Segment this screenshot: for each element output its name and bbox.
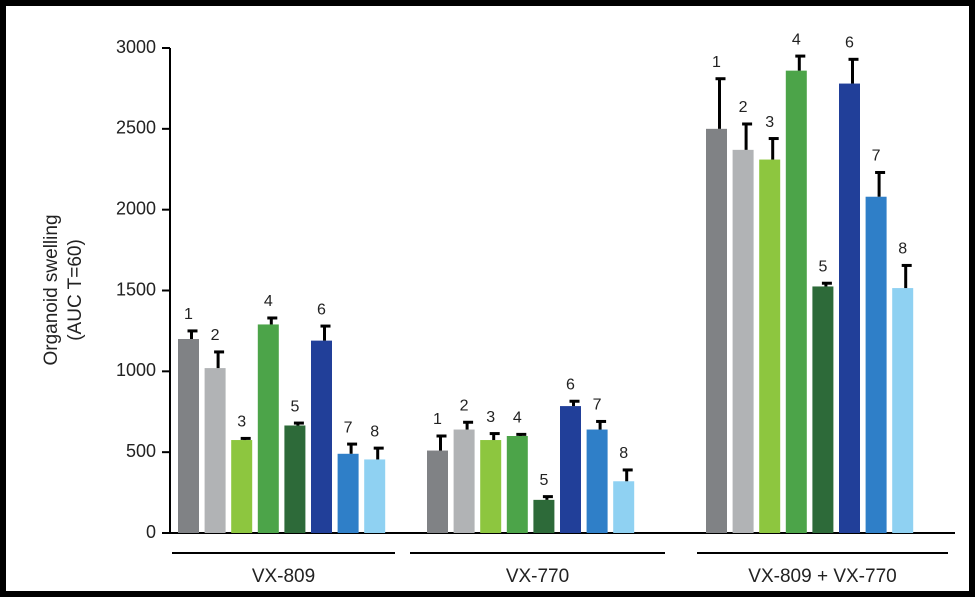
bar xyxy=(732,149,754,533)
y-tick-label: 3000 xyxy=(116,37,156,57)
bar-label: 6 xyxy=(317,301,326,318)
y-tick-label: 500 xyxy=(126,441,156,461)
bar-label: 8 xyxy=(898,241,907,258)
bar xyxy=(613,481,635,533)
bar-label: 7 xyxy=(593,397,602,414)
bar xyxy=(506,436,528,533)
y-tick-label: 0 xyxy=(146,522,156,542)
bar xyxy=(204,368,226,533)
bar xyxy=(337,453,359,533)
bar-label: 5 xyxy=(539,472,548,489)
bar xyxy=(586,429,608,533)
bar-label: 7 xyxy=(872,148,881,165)
y-tick-label: 1500 xyxy=(116,279,156,299)
bar-label: 5 xyxy=(290,398,299,415)
bar-label: 4 xyxy=(264,293,273,310)
bar xyxy=(759,159,781,534)
bar-label: 2 xyxy=(739,99,748,116)
bar-label: 7 xyxy=(344,419,353,436)
bar-label: 2 xyxy=(211,327,220,344)
bar xyxy=(533,499,555,533)
x-tick-label: VX-770 xyxy=(506,566,569,587)
y-tick-label: 1000 xyxy=(116,360,156,380)
y-tick-label: 2500 xyxy=(116,118,156,138)
bar xyxy=(284,425,306,533)
bar-label: 3 xyxy=(486,409,495,426)
bar-label: 3 xyxy=(237,414,246,431)
bar-label: 8 xyxy=(619,445,628,462)
bar xyxy=(311,340,332,533)
x-tick-label: VX-809 xyxy=(252,566,315,587)
bar-label: 2 xyxy=(460,397,469,414)
bar xyxy=(706,128,727,534)
bar xyxy=(231,440,253,533)
bar xyxy=(480,440,502,533)
y-axis-title: Organoid swelling (AUC T=60) xyxy=(41,214,86,365)
bar-label: 1 xyxy=(184,306,193,323)
bar xyxy=(257,324,279,533)
bar xyxy=(892,288,914,533)
bar-label: 3 xyxy=(765,114,774,131)
x-tick-label: VX-809 + VX-770 xyxy=(748,566,896,587)
bar xyxy=(364,459,386,533)
bar-label: 6 xyxy=(566,376,575,393)
y-label-line: (AUC T=60) xyxy=(65,239,86,341)
bar-label: 1 xyxy=(433,411,442,428)
bar-label: 1 xyxy=(712,54,721,71)
bar-label: 8 xyxy=(370,423,379,440)
bar-label: 4 xyxy=(513,410,522,427)
bar xyxy=(178,339,199,533)
y-tick-label: 2000 xyxy=(116,198,156,218)
y-label-line: Organoid swelling xyxy=(41,214,62,365)
bar xyxy=(560,406,581,533)
bar-label: 4 xyxy=(792,31,801,48)
bar xyxy=(839,83,860,534)
bar xyxy=(427,450,448,533)
bar xyxy=(812,286,834,533)
bar xyxy=(785,70,807,533)
bar-label: 6 xyxy=(845,35,854,52)
bar-label: 5 xyxy=(818,258,827,275)
bar xyxy=(865,196,887,533)
bar xyxy=(453,429,475,533)
